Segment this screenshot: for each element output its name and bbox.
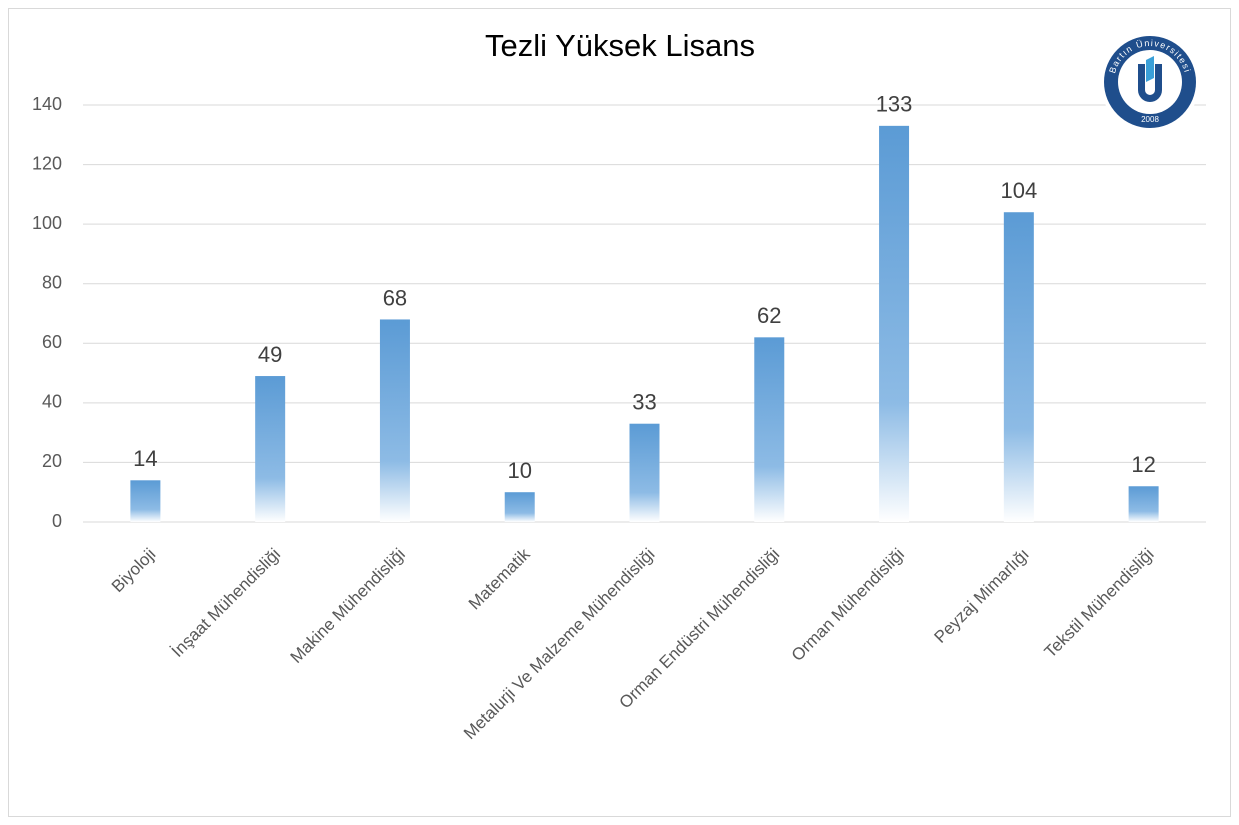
logo: Bartın Üniversitesi 2008	[1100, 32, 1200, 132]
y-tick-label: 40	[42, 392, 62, 412]
bar	[1128, 486, 1159, 522]
logo-mark	[1138, 64, 1162, 102]
chart-title: Tezli Yüksek Lisans	[485, 28, 755, 63]
bar	[754, 337, 785, 522]
y-tick-label: 140	[32, 94, 62, 114]
bar	[629, 423, 660, 522]
data-label: 14	[133, 446, 157, 471]
y-tick-label: 60	[42, 332, 62, 352]
bar	[255, 376, 286, 522]
bar	[1003, 212, 1034, 522]
data-label: 12	[1131, 452, 1155, 477]
y-tick-label: 0	[52, 511, 62, 531]
data-label: 104	[1000, 178, 1037, 203]
bar	[879, 125, 910, 522]
bar	[379, 319, 410, 522]
bar	[130, 480, 161, 522]
data-label: 49	[258, 342, 282, 367]
y-tick-label: 80	[42, 272, 62, 292]
data-label: 133	[876, 92, 913, 117]
y-tick-label: 120	[32, 153, 62, 173]
bar	[504, 492, 535, 522]
y-tick-label: 100	[32, 213, 62, 233]
logo-center	[1118, 50, 1182, 114]
data-label: 33	[632, 390, 656, 415]
data-label: 62	[757, 303, 781, 328]
y-tick-label: 20	[42, 451, 62, 471]
logo-year: 2008	[1141, 115, 1159, 124]
data-label: 10	[507, 458, 531, 483]
logo-mark-accent	[1146, 56, 1154, 82]
data-label: 68	[383, 285, 407, 310]
